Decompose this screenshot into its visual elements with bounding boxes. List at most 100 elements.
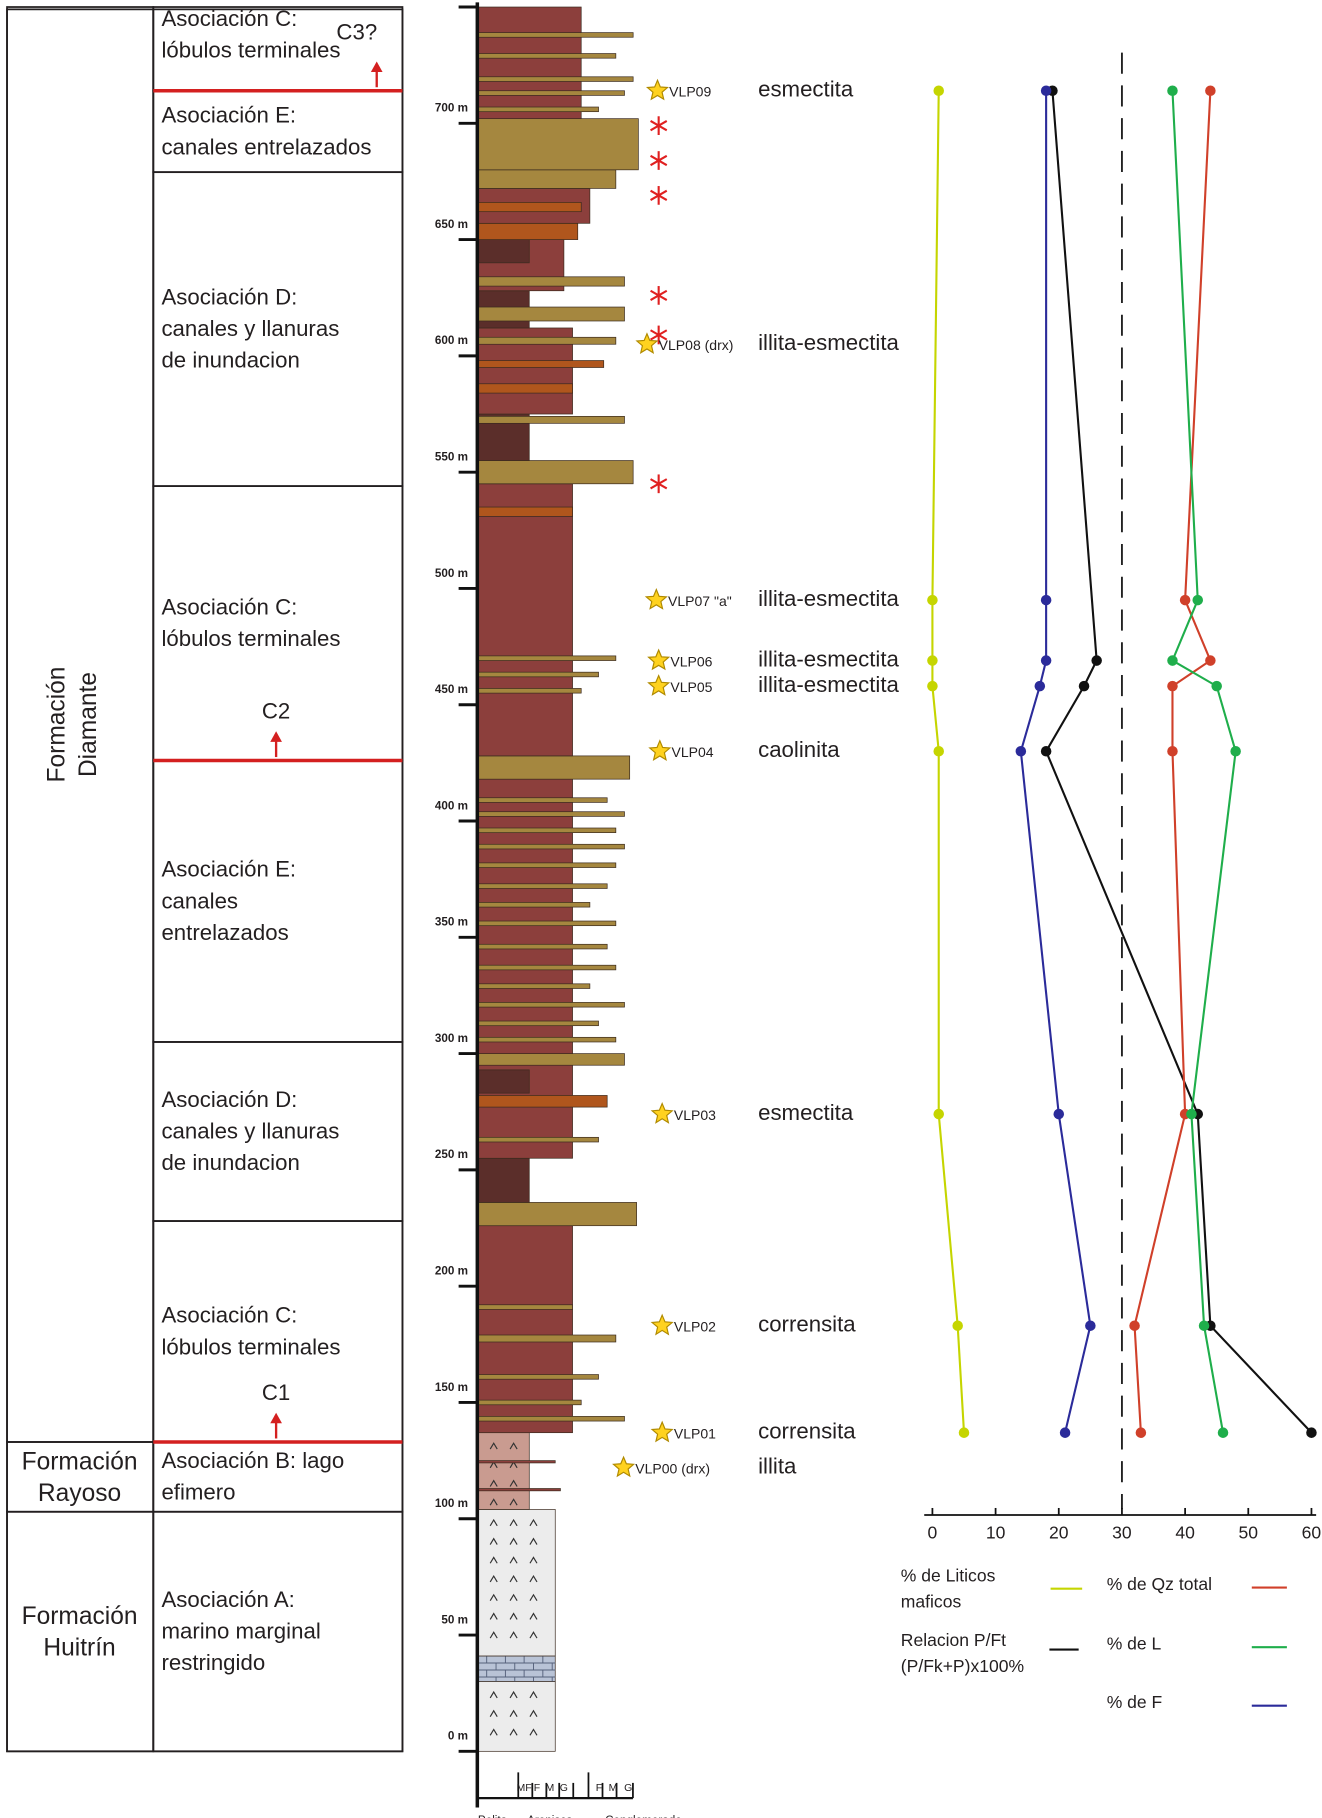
series-point — [1059, 1427, 1071, 1438]
series-point — [1034, 680, 1046, 692]
legend-label: Relacion P/Ft (P/Fk+P)x100% — [901, 1630, 1024, 1676]
bed — [476, 902, 591, 908]
bed — [476, 755, 631, 780]
caret-pattern — [509, 1709, 518, 1717]
bed — [476, 32, 634, 38]
bed — [476, 336, 617, 345]
series-point — [1186, 1108, 1197, 1120]
association-name: Asociación C: lóbulos terminales — [161, 595, 340, 652]
series-point — [1306, 1427, 1317, 1438]
series-line — [1133, 90, 1212, 1433]
bed — [476, 106, 599, 113]
series-point — [1205, 85, 1216, 97]
depth-tick-label: 250 m — [435, 1148, 468, 1161]
x-tick-label: 20 — [1049, 1522, 1069, 1542]
clay-mineral: esmectita — [758, 77, 854, 102]
clay-mineral: illita-esmectita — [758, 586, 899, 611]
series-point — [1179, 594, 1191, 606]
grain-class: M — [545, 1782, 554, 1794]
asterisk-stroke — [650, 189, 668, 201]
bed — [476, 778, 573, 1054]
grain-class: MF — [517, 1782, 532, 1794]
bed — [476, 1225, 573, 1434]
bed — [476, 360, 605, 368]
bed — [476, 53, 617, 59]
x-tick-label: 30 — [1112, 1522, 1132, 1542]
asterisk-stroke — [650, 478, 668, 490]
formation-name: Formación Huitrín — [22, 1603, 138, 1662]
association-name: Asociación E: canales entrelazados — [161, 857, 296, 945]
bed — [476, 1334, 617, 1343]
depth-tick-label: 100 m — [435, 1497, 468, 1510]
clay-mineral: illita-esmectita — [758, 646, 899, 671]
sample-star — [635, 332, 659, 354]
asterisk — [650, 116, 668, 135]
caret-pattern — [509, 1518, 518, 1527]
caret-pattern — [489, 1574, 498, 1583]
sample-star — [650, 1420, 674, 1443]
bed — [476, 1136, 599, 1143]
association-name: Asociación A: marino marginal restringido — [161, 1587, 320, 1675]
caret-pattern — [489, 1498, 498, 1506]
sample-name: VLP04 — [672, 744, 714, 760]
series-point — [933, 745, 944, 757]
association-name: Asociación C: lóbulos terminales — [161, 1303, 340, 1360]
caret-pattern — [489, 1709, 498, 1717]
bed — [476, 222, 579, 240]
sample-name: VLP05 — [670, 679, 712, 695]
clay-mineral: esmectita — [758, 1100, 854, 1125]
sample-star — [650, 1102, 674, 1124]
asterisk — [650, 286, 668, 305]
clay-mineral: illita — [758, 1453, 797, 1478]
bed — [476, 90, 625, 96]
grain-class: F — [596, 1782, 602, 1794]
series-point — [1205, 655, 1216, 666]
formation-cell — [6, 1510, 155, 1753]
x-tick-label: 10 — [986, 1522, 1006, 1542]
bed — [476, 1460, 556, 1464]
caret-pattern — [529, 1631, 538, 1639]
depth-tick-label: 400 m — [435, 799, 468, 812]
depth-tick-label: 350 m — [435, 916, 468, 929]
grain-class: G — [560, 1782, 568, 1794]
bed — [476, 169, 617, 189]
bed — [476, 1095, 608, 1108]
grain-class: G — [624, 1782, 632, 1794]
caret-pattern — [509, 1537, 518, 1545]
series-line — [1044, 90, 1313, 1434]
association-name: Asociación D: canales y llanuras de inunda… — [161, 1087, 339, 1175]
sample-name: VLP03 — [674, 1107, 716, 1123]
bed — [476, 306, 625, 322]
series-point — [1129, 1320, 1140, 1331]
bed — [476, 1202, 637, 1227]
clay-mineral: illita-esmectita — [758, 672, 899, 697]
legend-label: % de Qz total — [1107, 1574, 1212, 1594]
caret-pattern — [489, 1728, 498, 1736]
depth-tick-label: 600 m — [435, 334, 468, 347]
series-point — [1040, 85, 1052, 97]
caret-pattern — [509, 1498, 518, 1506]
bed — [476, 671, 599, 678]
series-point — [933, 85, 944, 97]
bed — [476, 983, 591, 989]
series-point — [1078, 680, 1090, 692]
clay-mineral: caolinita — [758, 737, 840, 762]
legend-label: % de L — [1107, 1634, 1162, 1654]
caret-pattern — [509, 1442, 518, 1450]
x-tick-label: 0 — [928, 1522, 938, 1542]
depth-tick-label: 150 m — [435, 1381, 468, 1394]
caret-pattern — [489, 1690, 498, 1699]
series-point — [1167, 745, 1178, 757]
arrow-head — [370, 61, 383, 73]
series-point — [1085, 1320, 1096, 1331]
bed — [476, 1374, 599, 1380]
x-tick-label: 40 — [1175, 1522, 1195, 1542]
bed — [476, 883, 608, 889]
series-point — [1192, 594, 1204, 606]
caret-pattern — [529, 1709, 538, 1717]
grain-group: Pelita — [478, 1814, 508, 1818]
series-point — [1040, 594, 1052, 606]
series-point — [1040, 655, 1052, 666]
series-point — [1091, 655, 1102, 666]
